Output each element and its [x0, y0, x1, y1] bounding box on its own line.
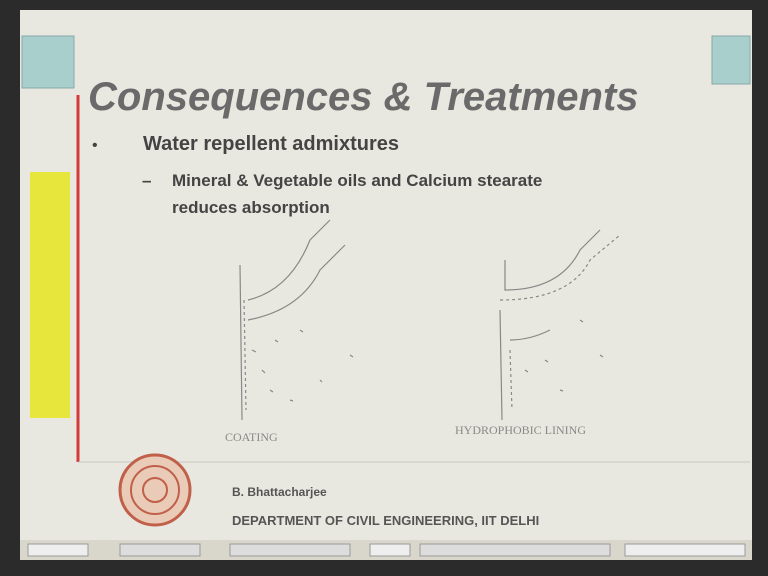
footer-author: B. Bhattacharjee — [232, 485, 327, 499]
footer-department: DEPARTMENT OF CIVIL ENGINEERING, IIT DEL… — [232, 513, 539, 528]
corner-tab — [712, 36, 750, 84]
figure-label: HYDROPHOBIC LINING — [455, 423, 586, 437]
dash: – — [142, 171, 151, 190]
toolbar-buttons[interactable] — [28, 544, 745, 556]
yellow-strip — [30, 172, 70, 418]
screen: Consequences & Treatments • Water repell… — [0, 0, 768, 576]
sub-bullet-text: reduces absorption — [172, 198, 330, 217]
corner-tab — [22, 36, 74, 88]
sub-bullet-text: Mineral & Vegetable oils and Calcium ste… — [172, 171, 542, 190]
bullet: • — [92, 137, 98, 154]
slide-title: Consequences & Treatments — [88, 75, 639, 119]
logo — [120, 455, 190, 525]
bullet-text: Water repellent admixtures — [143, 133, 399, 155]
figure-label: COATING — [225, 430, 278, 444]
